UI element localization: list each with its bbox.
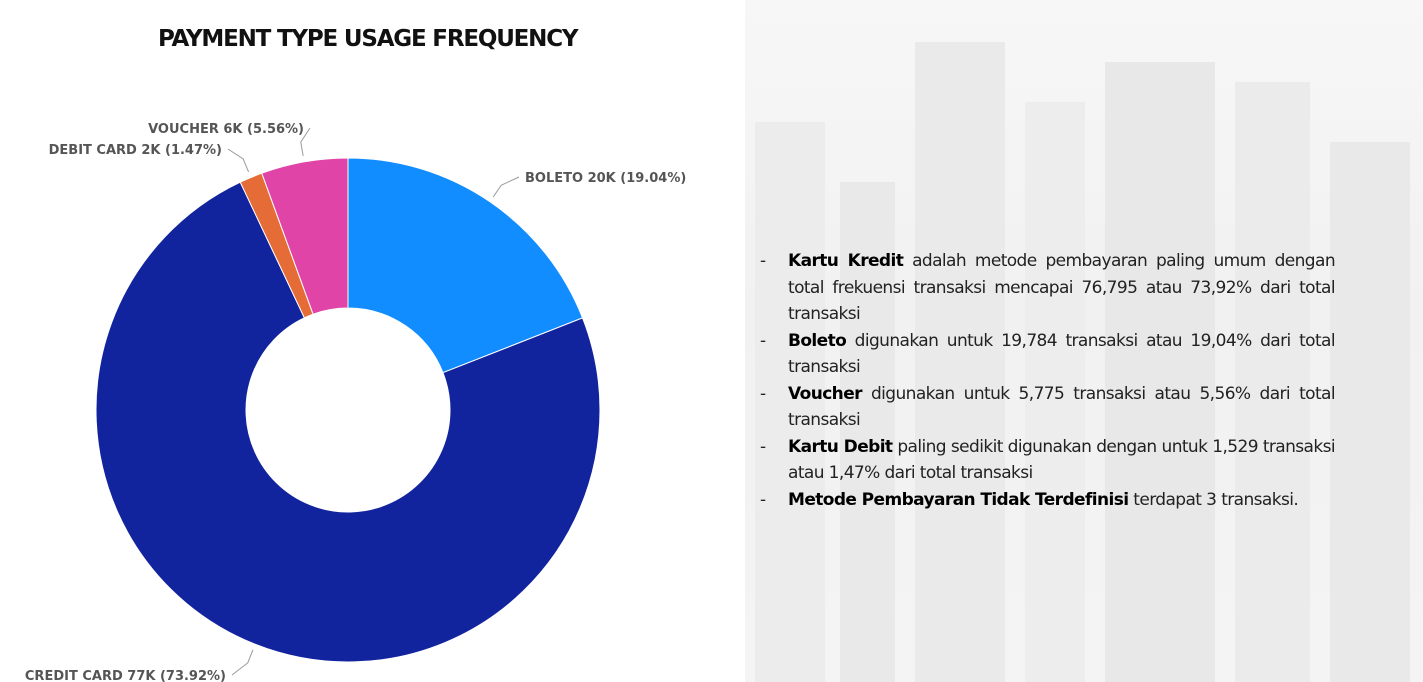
desc-item-boleto: - Boleto digunakan untuk 19,784 transaksi… [760, 328, 1336, 381]
leader-line-boleto [492, 176, 520, 198]
desc-text: paling sedikit digunakan dengan untuk 1,… [788, 436, 1336, 484]
desc-term: Boleto [788, 330, 847, 351]
slice-label-boleto: BOLETO 20K (19.04%) [525, 171, 686, 186]
chart-title: PAYMENT TYPE USAGE FREQUENCY [158, 26, 579, 52]
leader-line-credit-card [231, 649, 254, 676]
desc-item-voucher: - Voucher digunakan untuk 5,775 transaksi… [760, 381, 1336, 434]
slice-boleto[interactable] [347, 157, 584, 374]
slice-label-credit-card: CREDIT CARD 77K (73.92%) [25, 669, 226, 682]
leader-line-debit-card [227, 148, 250, 173]
bullet-dash: - [760, 330, 766, 351]
slice-label-debit-card: DEBIT CARD 2K (1.47%) [49, 143, 222, 158]
desc-text: terdapat 3 transaksi. [1128, 489, 1299, 510]
desc-item-kartu-kredit: - Kartu Kredit adalah metode pembayaran p… [760, 248, 1336, 328]
desc-term: Metode Pembayaran Tidak Terdefinisi [788, 489, 1129, 510]
desc-text: digunakan untuk 5,775 transaksi atau 5,5… [788, 383, 1336, 431]
description-list: - Kartu Kredit adalah metode pembayaran p… [760, 248, 1336, 514]
donut-chart: BOLETO 20K (19.04%) CREDIT CARD 77K (73.9… [25, 122, 686, 682]
desc-text: adalah metode pembayaran paling umum den… [788, 251, 1336, 324]
bullet-dash: - [760, 251, 766, 271]
desc-text: digunakan untuk 19,784 transaksi atau 19… [788, 330, 1336, 378]
leader-line-voucher [300, 127, 311, 157]
bullet-dash: - [760, 489, 766, 510]
desc-item-undefined: - Metode Pembayaran Tidak Terdefinisi ter… [760, 487, 1335, 514]
background-city-image [745, 0, 1423, 682]
bullet-dash: - [760, 383, 766, 404]
desc-term: Kartu Kredit [788, 251, 904, 271]
desc-term: Voucher [788, 383, 863, 404]
slice-credit-card[interactable] [95, 181, 601, 663]
slice-label-voucher: VOUCHER 6K (5.56%) [148, 122, 304, 137]
bullet-dash: - [760, 436, 766, 457]
slice-voucher[interactable] [261, 157, 349, 315]
desc-item-kartu-debit: - Kartu Debit paling sedikit digunakan de… [760, 434, 1336, 487]
desc-term: Kartu Debit [788, 436, 893, 457]
